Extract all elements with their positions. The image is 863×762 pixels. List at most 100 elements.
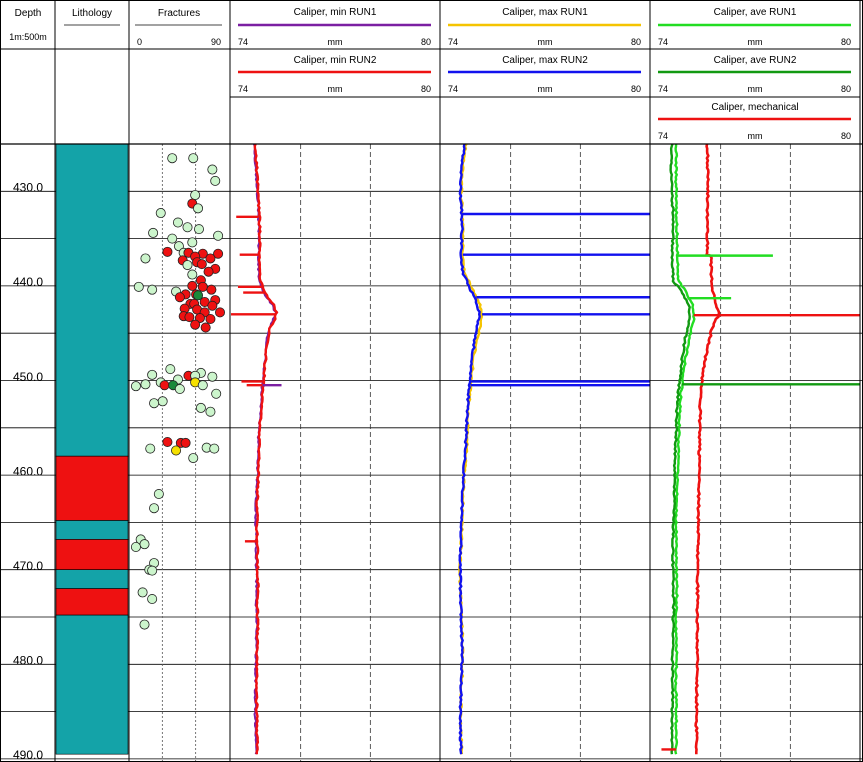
fracture-point — [149, 503, 160, 514]
fracture-point — [211, 388, 222, 399]
scale-max-run2-unit: mm — [538, 84, 553, 94]
fracture-point — [147, 369, 158, 380]
fracture-point — [162, 436, 173, 447]
chart-header: Depth 1m:500m Lithology Fractures 0 90 C… — [9, 7, 851, 141]
fracture-point — [155, 208, 166, 219]
caliper-curve — [673, 143, 696, 755]
lithology-header-title: Lithology — [72, 8, 112, 19]
scale-min-run2-high: 80 — [421, 84, 431, 94]
fracture-point — [188, 453, 199, 464]
fracture-point — [182, 260, 193, 271]
legend-caliper-ave-run1: Caliper, ave RUN1 — [714, 7, 797, 18]
legend-caliper-max-run2: Caliper, max RUN2 — [502, 55, 588, 66]
scale-ave-run2-low: 74 — [658, 84, 668, 94]
fracture-point — [188, 153, 199, 164]
scale-max-run2-low: 74 — [448, 84, 458, 94]
scale-max-run1-unit: mm — [538, 37, 553, 47]
legend-caliper-min-run2: Caliper, min RUN2 — [294, 55, 377, 66]
scale-mechanical-high: 80 — [841, 131, 851, 141]
lithology-interval — [55, 614, 129, 755]
fracture-point — [207, 300, 218, 311]
lithology-interval — [55, 143, 129, 457]
fracture-point — [167, 233, 178, 244]
depth-tick-label: 480.0 — [13, 654, 43, 668]
fracture-point — [148, 227, 159, 238]
scale-min-run2-unit: mm — [328, 84, 343, 94]
fracture-point — [187, 280, 198, 291]
fracture-point — [130, 381, 141, 392]
fracture-point — [210, 175, 221, 186]
fracture-point — [137, 587, 148, 598]
depth-tick-label: 440.0 — [13, 275, 43, 289]
fracture-point — [214, 307, 225, 318]
fracture-point — [193, 203, 204, 214]
legend-caliper-max-run1: Caliper, max RUN1 — [502, 7, 588, 18]
caliper-curves — [231, 143, 860, 755]
legend-caliper-min-run1: Caliper, min RUN1 — [294, 7, 377, 18]
fracture-point — [187, 237, 198, 248]
fractures-scale-min: 0 — [137, 37, 142, 47]
fracture-point — [140, 379, 151, 390]
legend-caliper-ave-run2: Caliper, ave RUN2 — [714, 55, 797, 66]
scale-min-run2-low: 74 — [238, 84, 248, 94]
fracture-point — [162, 246, 173, 257]
depth-tick-label: 450.0 — [13, 370, 43, 384]
fracture-point — [139, 539, 150, 550]
fracture-point — [147, 565, 158, 576]
fracture-point — [205, 253, 216, 264]
fracture-markers — [130, 153, 225, 630]
lithology-interval — [55, 520, 129, 540]
depth-tick-label: 490.0 — [13, 748, 43, 762]
lithology-column — [55, 143, 129, 755]
fracture-point — [130, 541, 141, 552]
depth-header-title: Depth — [15, 8, 42, 19]
fracture-point — [193, 290, 204, 301]
scale-max-run1-high: 80 — [631, 37, 641, 47]
lithology-interval — [55, 569, 129, 589]
lithology-interval — [55, 455, 129, 521]
scale-max-run1-low: 74 — [448, 37, 458, 47]
fracture-point — [190, 190, 201, 201]
caliper-curve — [458, 143, 481, 755]
scale-min-run1-high: 80 — [421, 37, 431, 47]
fracture-point — [213, 230, 224, 241]
fracture-point — [200, 322, 211, 333]
scale-mechanical-unit: mm — [748, 131, 763, 141]
fracture-point — [187, 269, 198, 280]
fracture-point — [207, 164, 218, 175]
fracture-point — [149, 398, 160, 409]
depth-axis-labels: 430.0 440.0 450.0 460.0 470.0 480.0 490.0 — [13, 181, 43, 762]
fracture-point — [180, 437, 191, 448]
fracture-point — [157, 396, 168, 407]
caliper-curve — [669, 143, 691, 755]
fracture-point — [205, 314, 216, 325]
fracture-point — [193, 224, 204, 235]
scale-min-run1-low: 74 — [238, 37, 248, 47]
depth-tick-label: 470.0 — [13, 559, 43, 573]
lithology-interval — [55, 588, 129, 616]
scale-max-run2-high: 80 — [631, 84, 641, 94]
scale-ave-run1-unit: mm — [748, 37, 763, 47]
fracture-point — [147, 594, 158, 605]
fracture-point — [159, 380, 170, 391]
fracture-point — [213, 248, 224, 259]
caliper-curve — [694, 143, 721, 755]
depth-tick-label: 430.0 — [13, 181, 43, 195]
fracture-point — [190, 319, 201, 330]
fractures-header-title: Fractures — [158, 8, 200, 19]
fracture-point — [203, 266, 214, 277]
fracture-point — [196, 259, 207, 270]
fracture-point — [205, 406, 216, 417]
fracture-point — [174, 292, 185, 303]
fracture-point — [147, 284, 158, 295]
scale-ave-run2-high: 80 — [841, 84, 851, 94]
fracture-point — [172, 217, 183, 228]
fracture-point — [197, 281, 208, 292]
fracture-point — [167, 153, 178, 164]
caliper-curve — [253, 143, 279, 755]
fracture-point — [165, 364, 176, 375]
lithology-interval — [55, 539, 129, 570]
